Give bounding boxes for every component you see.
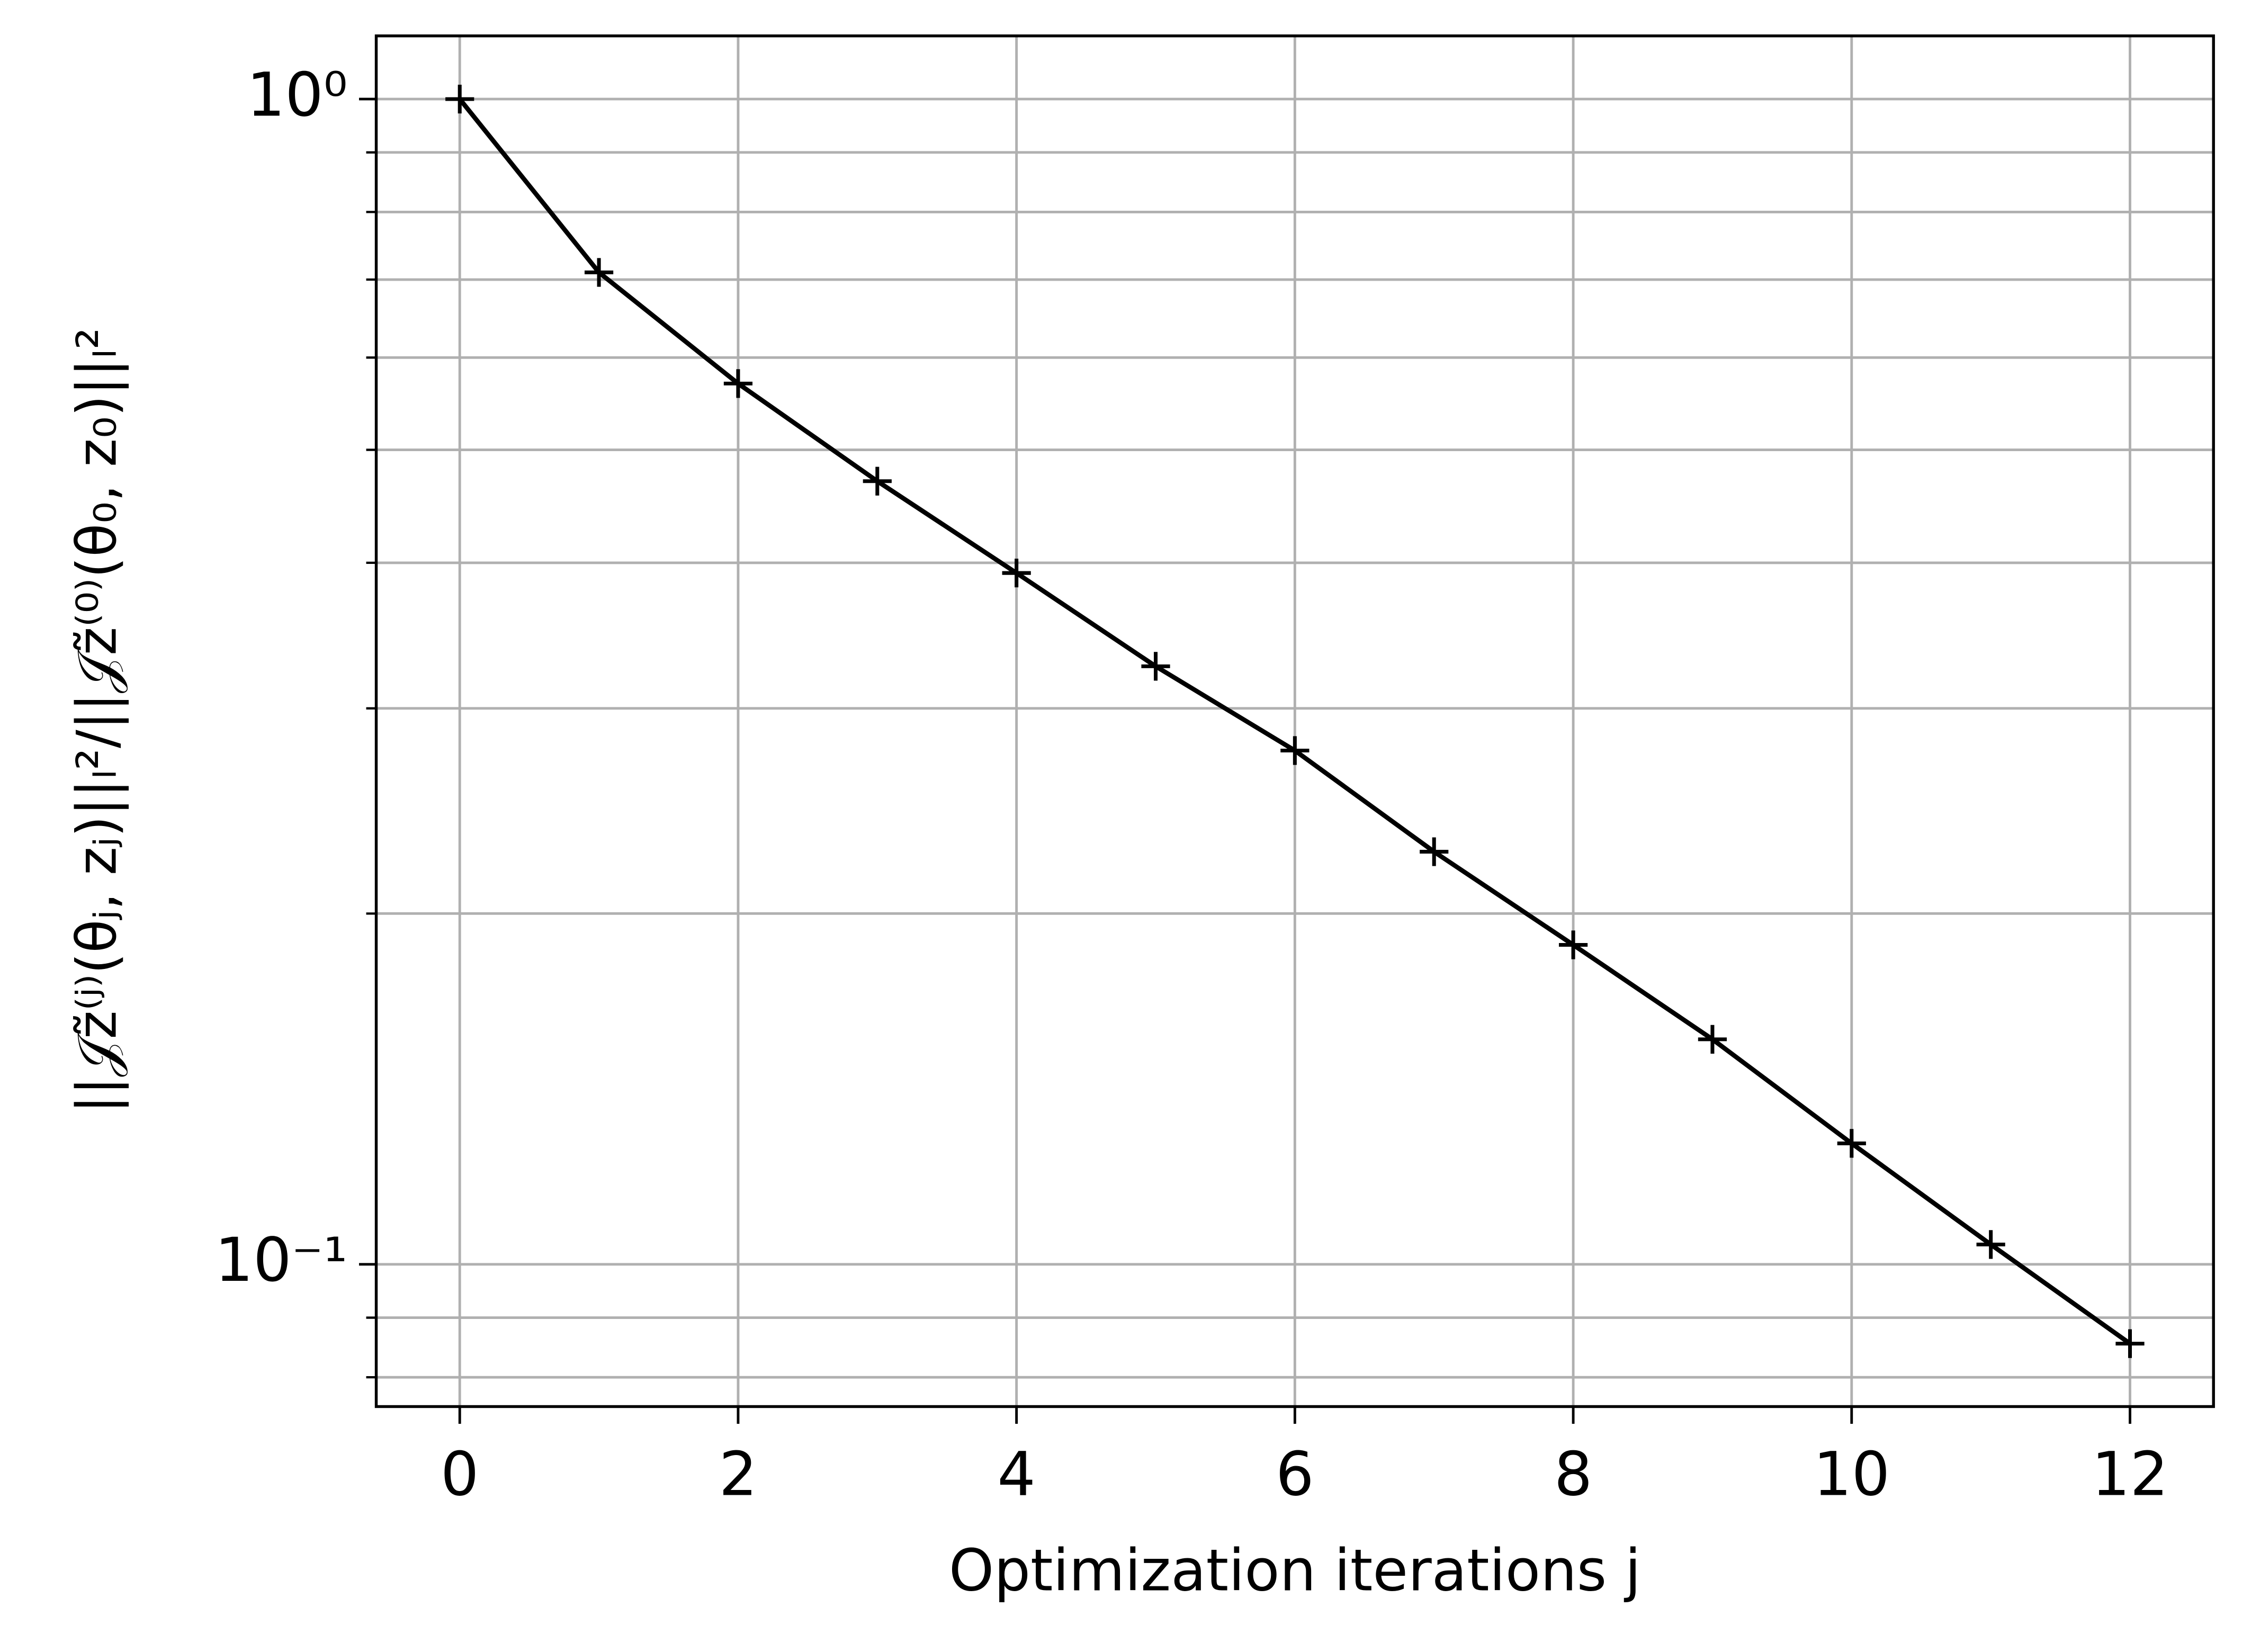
plot-frame [374,34,2215,1408]
y-axis-label: ||𝒥z̃⁽ʲ⁾(θⱼ, zⱼ)||ₗ²/||𝒥z̃⁽⁰⁾(θ₀, z₀)||ₗ… [65,328,129,1114]
marker [723,369,753,398]
x-tick-label: 8 [1554,1439,1592,1509]
marker [1698,1025,1727,1054]
x-tick-label: 12 [2092,1439,2168,1509]
marker [445,85,474,114]
marker [1141,652,1170,681]
marker [584,258,614,287]
marker [2115,1329,2145,1358]
x-tick-label: 6 [1276,1439,1314,1509]
marker [1280,736,1310,765]
marker [1420,837,1449,866]
y-tick-label: 10⁰ [247,59,347,130]
marker [1558,930,1588,959]
x-tick-label: 10 [1813,1439,1890,1509]
marker [1002,559,1031,588]
marker [863,466,892,496]
x-axis-label: Optimization iterations j [949,1537,1641,1604]
marker [1837,1129,1866,1158]
x-tick-label: 0 [441,1439,479,1509]
x-tick-label: 4 [997,1439,1035,1509]
x-tick-label: 2 [719,1439,757,1509]
marker [1976,1230,2005,1259]
y-tick-label: 10⁻¹ [215,1225,348,1295]
